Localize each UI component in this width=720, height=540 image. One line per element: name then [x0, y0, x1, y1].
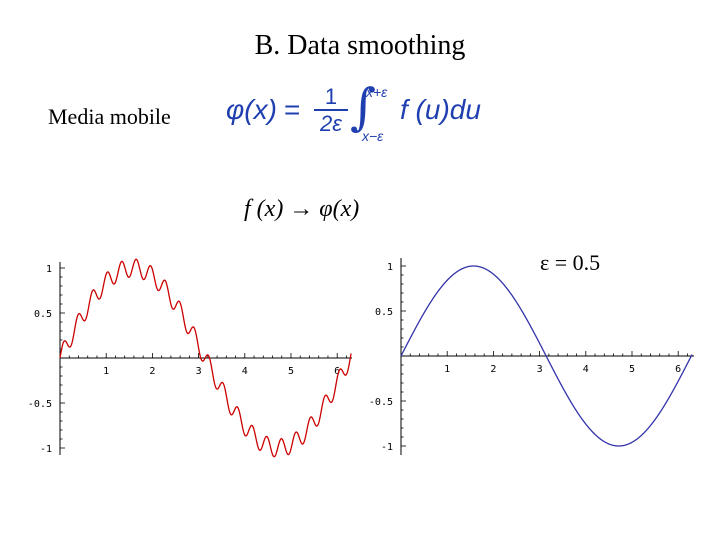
y-tick-label: 1	[46, 264, 52, 275]
formula-phi: φ(x)	[226, 94, 277, 125]
formula-equals: =	[284, 94, 301, 125]
integral-sign: ∫	[350, 78, 377, 136]
x-tick-label: 6	[675, 364, 681, 375]
formula-fraction: 1 2ε	[314, 86, 348, 135]
y-tick-label: 0.5	[34, 309, 52, 320]
y-tick-label: 1	[387, 262, 393, 273]
x-tick-label: 5	[288, 366, 294, 377]
y-tick-label: -1	[40, 444, 52, 455]
y-tick-label: -0.5	[369, 397, 393, 408]
x-tick-label: 1	[444, 364, 450, 375]
fraction-bar	[314, 109, 348, 111]
fraction-numerator: 1	[324, 84, 338, 109]
x-tick-label: 1	[103, 366, 109, 377]
y-tick-label: -0.5	[28, 399, 52, 410]
x-tick-label: 3	[196, 366, 202, 377]
series-line	[59, 258, 352, 458]
y-tick-label: 0.5	[375, 307, 393, 318]
x-tick-label: 5	[629, 364, 635, 375]
y-tick-label: -1	[381, 442, 393, 453]
series-line	[400, 265, 693, 447]
formula-integrand: f (u)du	[400, 94, 481, 125]
epsilon-label: ε = 0.5	[540, 250, 601, 275]
x-tick-label: 3	[537, 364, 543, 375]
x-tick-label: 2	[149, 366, 155, 377]
moving-average-formula: φ(x) = 1 2ε ∫ x+ε x−ε f (u)du	[226, 78, 496, 144]
integral-upper-limit: x+ε	[366, 84, 388, 100]
x-tick-label: 2	[490, 364, 496, 375]
fraction-denominator: 2ε	[320, 111, 342, 136]
method-label: Media mobile	[48, 104, 171, 129]
x-tick-label: 4	[242, 366, 248, 377]
mapping-formula: f (x) → φ(x)	[244, 196, 360, 222]
integral-lower-limit: x−ε	[362, 128, 384, 144]
x-tick-label: 4	[583, 364, 589, 375]
x-tick-label: 6	[334, 366, 340, 377]
slide-title: B. Data smoothing	[254, 30, 466, 61]
